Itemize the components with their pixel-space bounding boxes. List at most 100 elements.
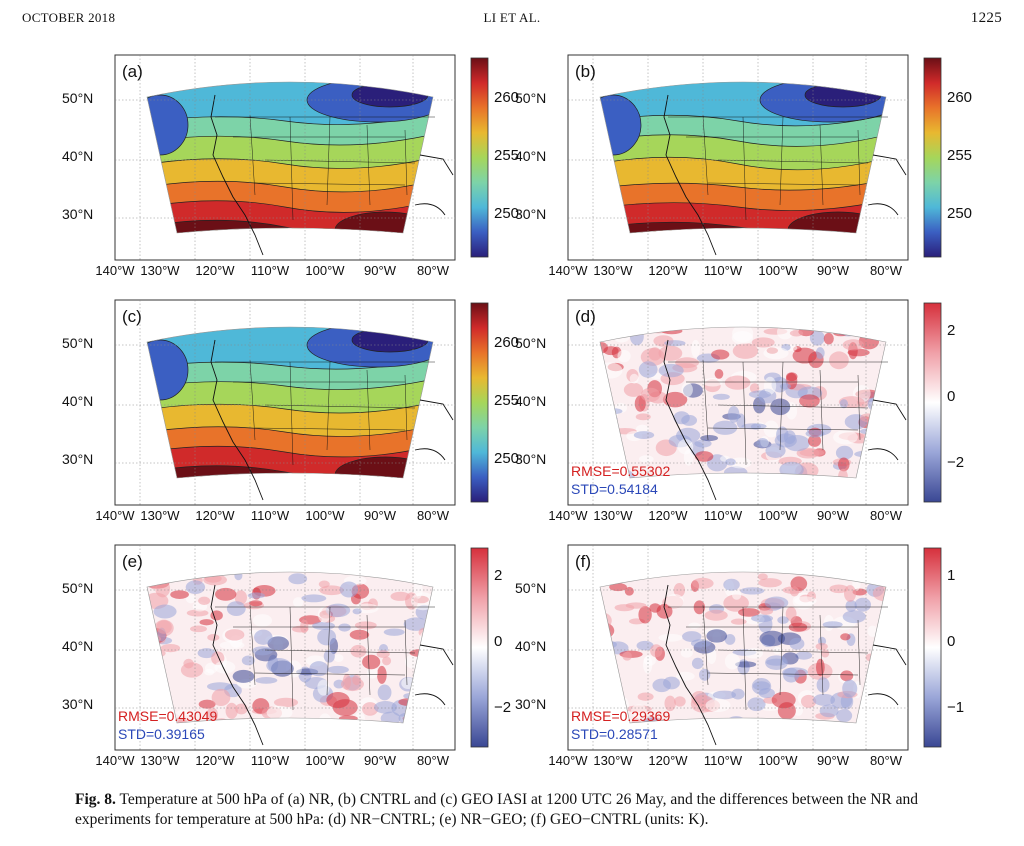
longitude-tick-label: 110°W bbox=[250, 753, 290, 768]
caption-text: Temperature at 500 hPa of (a) NR, (b) CN… bbox=[75, 791, 919, 828]
panel-label: (b) bbox=[575, 62, 596, 81]
latitude-tick-label: 30°N bbox=[62, 206, 94, 222]
longitude-tick-label: 120°W bbox=[648, 263, 688, 278]
latitude-tick-label: 40°N bbox=[62, 393, 94, 409]
longitude-tick-label: 100°W bbox=[305, 508, 345, 523]
latitude-tick-label: 50°N bbox=[515, 335, 547, 351]
page-number: 1225 bbox=[970, 10, 1002, 26]
longitude-tick-label: 110°W bbox=[250, 508, 290, 523]
latitude-tick-label: 50°N bbox=[515, 580, 547, 596]
coastline-outline bbox=[210, 339, 454, 501]
longitude-tick-label: 140°W bbox=[95, 263, 135, 278]
panel-label: (a) bbox=[122, 62, 143, 81]
rmse-annotation: RMSE=0.43049 bbox=[118, 708, 218, 724]
longitude-tick-label: 110°W bbox=[250, 263, 290, 278]
colorbar-tick-label: 250 bbox=[947, 205, 973, 222]
data-field bbox=[600, 82, 886, 233]
coastline-outline bbox=[210, 584, 454, 746]
longitude-tick-label: 100°W bbox=[305, 263, 345, 278]
latitude-tick-label: 50°N bbox=[62, 90, 94, 106]
longitude-tick-label: 120°W bbox=[648, 753, 688, 768]
longitude-tick-label: 120°W bbox=[195, 508, 235, 523]
latitude-tick-label: 30°N bbox=[62, 696, 94, 712]
rmse-annotation: RMSE=0.29369 bbox=[571, 708, 671, 724]
std-annotation: STD=0.28571 bbox=[571, 726, 658, 742]
colorbar bbox=[470, 57, 489, 258]
graticule bbox=[115, 545, 455, 750]
latitude-tick-label: 30°N bbox=[515, 451, 547, 467]
map-plot bbox=[114, 299, 489, 506]
rmse-annotation: RMSE=0.55302 bbox=[571, 463, 671, 479]
colorbar-tick-label: 255 bbox=[947, 147, 973, 164]
graticule bbox=[568, 300, 908, 505]
running-header-authors: LI ET AL. bbox=[483, 10, 541, 25]
latitude-tick-label: 40°N bbox=[62, 148, 94, 164]
longitude-tick-label: 130°W bbox=[593, 263, 633, 278]
colorbar bbox=[923, 302, 942, 503]
longitude-tick-label: 140°W bbox=[548, 508, 588, 523]
longitude-tick-label: 130°W bbox=[140, 263, 180, 278]
latitude-tick-label: 30°N bbox=[515, 206, 547, 222]
map-panel-d: (d) 50°N 40°N 30°N 140°W 130°W 120°W 110°W 100°W… bbox=[513, 295, 973, 523]
latitude-tick-label: 40°N bbox=[515, 393, 547, 409]
longitude-tick-label: 90°W bbox=[817, 263, 849, 278]
map-panel-b: (b) 50°N 40°N 30°N 140°W 130°W 120°W 110°W 100°W… bbox=[513, 50, 973, 278]
longitude-tick-label: 80°W bbox=[417, 263, 449, 278]
longitude-tick-label: 140°W bbox=[95, 508, 135, 523]
longitude-tick-label: 110°W bbox=[703, 753, 743, 768]
map-plot bbox=[567, 54, 942, 261]
map-panel-e: (e) 50°N 40°N 30°N 140°W 130°W 120°W 110°W 100°W… bbox=[60, 540, 520, 768]
graticule bbox=[568, 545, 908, 750]
longitude-tick-label: 90°W bbox=[364, 753, 396, 768]
panel-label: (f) bbox=[575, 552, 592, 571]
coastline-outline bbox=[663, 94, 907, 256]
colorbar-tick-label: 255 bbox=[494, 392, 520, 409]
panel-label: (d) bbox=[575, 307, 596, 326]
longitude-tick-label: 80°W bbox=[870, 263, 902, 278]
latitude-tick-label: 40°N bbox=[515, 148, 547, 164]
map-panel-c: (c) 50°N 40°N 30°N 140°W 130°W 120°W 110°W 100°W… bbox=[60, 295, 520, 523]
longitude-tick-label: 80°W bbox=[417, 508, 449, 523]
std-annotation: STD=0.54184 bbox=[571, 481, 658, 497]
data-field bbox=[600, 327, 886, 478]
latitude-tick-label: 50°N bbox=[515, 90, 547, 106]
colorbar-tick-label: 2 bbox=[947, 322, 956, 339]
colorbar-tick-label: −2 bbox=[947, 454, 965, 471]
map-plot bbox=[114, 544, 489, 751]
colorbar-tick-label: 260 bbox=[494, 334, 520, 351]
latitude-tick-label: 30°N bbox=[62, 451, 94, 467]
latitude-tick-label: 40°N bbox=[62, 638, 94, 654]
colorbar-tick-label: 2 bbox=[494, 567, 503, 584]
longitude-tick-label: 130°W bbox=[593, 508, 633, 523]
colorbar-tick-label: 250 bbox=[494, 205, 520, 222]
longitude-tick-label: 90°W bbox=[817, 508, 849, 523]
panel-label: (c) bbox=[122, 307, 142, 326]
colorbar-tick-label: 0 bbox=[947, 633, 956, 650]
longitude-tick-label: 80°W bbox=[870, 753, 902, 768]
longitude-tick-label: 120°W bbox=[195, 263, 235, 278]
longitude-tick-label: 100°W bbox=[305, 753, 345, 768]
longitude-tick-label: 140°W bbox=[548, 753, 588, 768]
running-header-date: OCTOBER 2018 bbox=[22, 10, 116, 25]
longitude-tick-label: 130°W bbox=[593, 753, 633, 768]
latitude-tick-label: 40°N bbox=[515, 638, 547, 654]
longitude-tick-label: 90°W bbox=[817, 753, 849, 768]
colorbar-tick-label: 250 bbox=[494, 450, 520, 467]
panel-label: (e) bbox=[122, 552, 143, 571]
longitude-tick-label: 80°W bbox=[870, 508, 902, 523]
map-panel-a: (a) 50°N 40°N 30°N 140°W 130°W 120°W 110°W 100°W… bbox=[60, 50, 520, 278]
longitude-tick-label: 140°W bbox=[548, 263, 588, 278]
coastline-outline bbox=[210, 94, 454, 256]
longitude-tick-label: 120°W bbox=[195, 753, 235, 768]
map-panel-f: (f) 50°N 40°N 30°N 140°W 130°W 120°W 110°W 100°W… bbox=[513, 540, 973, 768]
graticule bbox=[115, 300, 455, 505]
caption-figure-number: Fig. 8. bbox=[75, 791, 116, 808]
latitude-tick-label: 50°N bbox=[62, 580, 94, 596]
graticule bbox=[568, 55, 908, 260]
longitude-tick-label: 140°W bbox=[95, 753, 135, 768]
colorbar-tick-label: −1 bbox=[947, 699, 965, 716]
colorbar bbox=[470, 302, 489, 503]
colorbar-tick-label: 260 bbox=[947, 89, 973, 106]
longitude-tick-label: 100°W bbox=[758, 753, 798, 768]
graticule bbox=[115, 55, 455, 260]
